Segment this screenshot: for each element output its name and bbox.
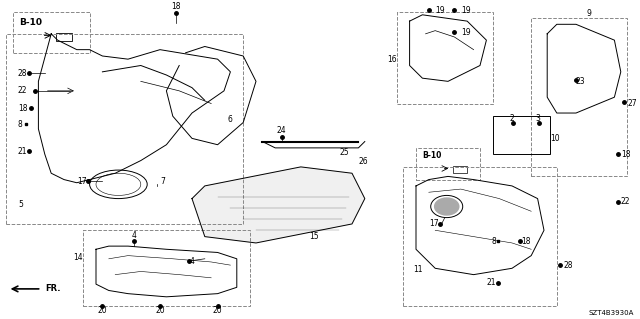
Text: 21: 21 xyxy=(18,146,28,156)
Text: 18: 18 xyxy=(621,150,630,159)
Text: 28: 28 xyxy=(18,69,28,78)
Text: 20: 20 xyxy=(212,306,223,315)
Text: 21: 21 xyxy=(486,278,496,287)
Text: FR.: FR. xyxy=(45,285,60,293)
Polygon shape xyxy=(192,167,365,243)
Bar xyxy=(6,34,243,224)
Text: 7: 7 xyxy=(160,177,165,186)
Bar xyxy=(13,11,90,53)
Text: 14: 14 xyxy=(74,253,83,262)
Text: 25: 25 xyxy=(339,148,349,157)
Text: 19: 19 xyxy=(461,28,470,37)
Text: 22: 22 xyxy=(18,86,28,95)
Text: 23: 23 xyxy=(576,77,586,86)
Bar xyxy=(403,167,557,306)
Text: 26: 26 xyxy=(358,157,368,167)
Text: 28: 28 xyxy=(563,261,573,270)
Bar xyxy=(531,18,627,176)
Text: 17: 17 xyxy=(429,219,438,228)
Text: 8: 8 xyxy=(18,120,22,129)
Text: 4: 4 xyxy=(132,231,137,240)
Bar xyxy=(397,11,493,104)
Text: 18: 18 xyxy=(172,2,180,11)
Bar xyxy=(493,116,550,154)
Text: 18: 18 xyxy=(522,237,531,246)
Text: SZT4B3930A: SZT4B3930A xyxy=(588,310,634,316)
Text: 8: 8 xyxy=(492,237,496,246)
Text: 2: 2 xyxy=(509,114,515,122)
Text: 27: 27 xyxy=(627,99,637,108)
Text: 19: 19 xyxy=(461,5,470,15)
Text: 18: 18 xyxy=(18,104,28,113)
Text: 24: 24 xyxy=(276,126,287,135)
Text: 22: 22 xyxy=(621,197,630,206)
Text: 20: 20 xyxy=(155,306,165,315)
Text: 5: 5 xyxy=(18,200,23,210)
Text: 4: 4 xyxy=(189,257,195,266)
Text: 3: 3 xyxy=(535,114,540,122)
Text: 6: 6 xyxy=(227,115,232,124)
Text: B-10: B-10 xyxy=(19,18,42,27)
Text: 19: 19 xyxy=(435,5,445,15)
Text: 11: 11 xyxy=(413,265,422,274)
Text: 10: 10 xyxy=(550,134,560,143)
Ellipse shape xyxy=(434,197,460,216)
Bar xyxy=(416,148,480,180)
Text: 20: 20 xyxy=(97,306,108,315)
Text: 16: 16 xyxy=(387,55,397,64)
Bar xyxy=(453,166,467,173)
Text: 15: 15 xyxy=(308,232,319,241)
Text: 9: 9 xyxy=(586,9,591,18)
Bar xyxy=(56,33,72,41)
Text: B-10: B-10 xyxy=(422,151,442,160)
Bar xyxy=(83,230,250,306)
Text: 17: 17 xyxy=(77,177,86,186)
